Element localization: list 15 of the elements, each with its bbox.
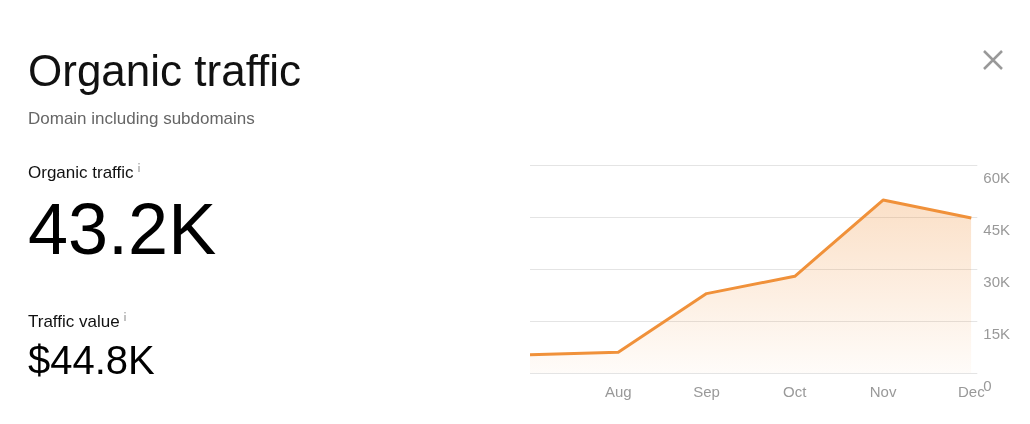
text: Domain including subdomains [28, 109, 255, 129]
y-tick-label: 60K [983, 169, 1011, 187]
x-tick-label: Oct [783, 383, 808, 401]
text: Traffic value [28, 312, 121, 332]
text: Organic traffic [28, 46, 302, 96]
text: Organic traffic [28, 163, 135, 183]
y-tick-label: 15K [983, 325, 1011, 343]
y-tick-label: 45K [983, 221, 1011, 239]
y-tick-label: 30K [983, 273, 1011, 291]
x-tick-label: Aug [604, 383, 632, 401]
text: $44.8K [28, 338, 155, 383]
x-tick-label: Sep [693, 383, 720, 401]
text: 43.2K [28, 188, 217, 270]
x-tick-label: Nov [869, 383, 897, 401]
y-tick-label: 0 [983, 377, 992, 395]
